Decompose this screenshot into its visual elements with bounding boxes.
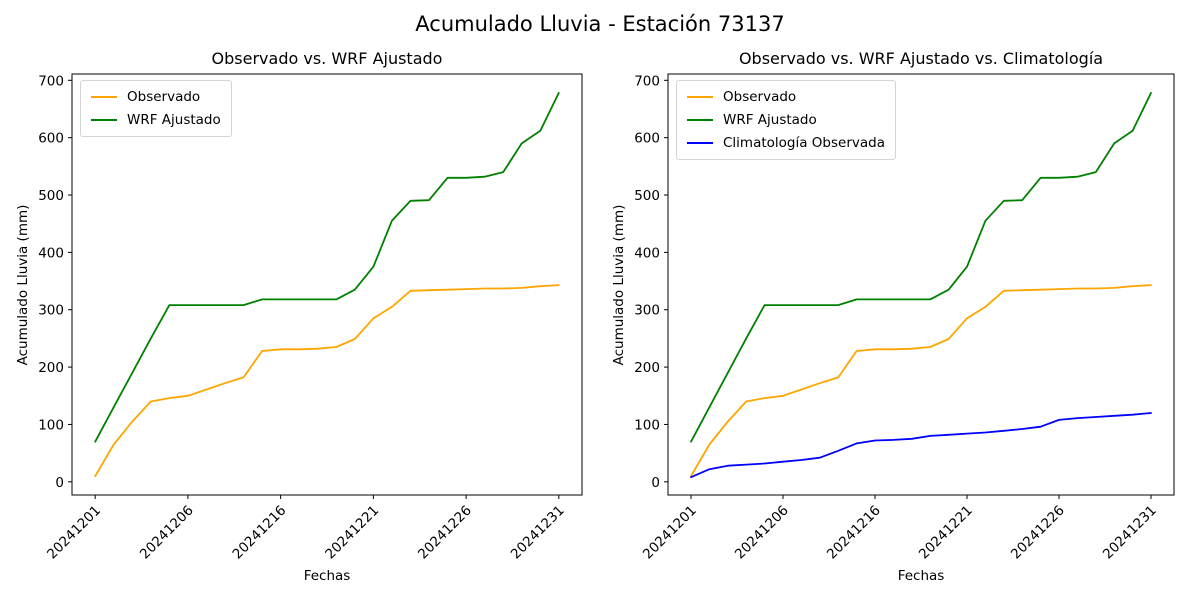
- y-tick-label: 0: [651, 475, 660, 491]
- legend-label-wrf-ajustado: WRF Ajustado: [127, 112, 221, 128]
- y-tick-label: 100: [38, 417, 64, 433]
- left-legend: Observado WRF Ajustado: [80, 80, 232, 137]
- axes-frame: [667, 73, 1175, 496]
- y-tick-label: 500: [634, 188, 660, 204]
- legend-label-climatologia: Climatología Observada: [723, 135, 885, 151]
- x-tick-label: 20241226: [1008, 503, 1068, 563]
- x-tick-label: 20241231: [508, 503, 568, 563]
- right-legend: Observado WRF Ajustado Climatología Obse…: [676, 80, 896, 160]
- y-tick-label: 400: [634, 245, 660, 261]
- right-subplot-title: Observado vs. WRF Ajustado vs. Climatolo…: [738, 49, 1104, 68]
- right-x-axis-label: Fechas: [897, 568, 945, 584]
- x-tick-label: 20241231: [1100, 503, 1160, 563]
- x-tick-label: 20241206: [137, 503, 197, 563]
- x-tick-label: 20241201: [44, 503, 104, 563]
- x-tick-label: 20241216: [230, 503, 290, 563]
- y-tick-label: 0: [55, 475, 64, 491]
- y-tick-label: 200: [634, 360, 660, 376]
- x-tick-label: 20241206: [732, 503, 792, 563]
- x-tick-label: 20241216: [824, 503, 884, 563]
- series-line-observado: [690, 284, 1152, 478]
- y-tick-label: 700: [38, 73, 64, 89]
- legend-item-observado: Observado: [687, 89, 885, 105]
- legend-item-observado: Observado: [91, 89, 221, 105]
- right-plot-area: 0 100 200 300 400 500 600 700 20241201 20241206 20…: [634, 73, 1175, 563]
- left-subplot-title: Observado vs. WRF Ajustado: [211, 49, 443, 68]
- y-tick-label: 600: [634, 131, 660, 147]
- legend-label-observado: Observado: [723, 89, 797, 105]
- series-line-observado: [94, 284, 560, 478]
- y-tick-label: 300: [38, 303, 64, 319]
- legend-label-observado: Observado: [127, 89, 201, 105]
- x-tick-label: 20241201: [640, 503, 700, 563]
- y-tick-label: 100: [634, 417, 660, 433]
- y-tick-label: 600: [38, 131, 64, 147]
- legend-item-wrf-ajustado: WRF Ajustado: [687, 112, 885, 128]
- wrf-ajustado-line-swatch: [687, 119, 713, 121]
- y-tick-label: 500: [38, 188, 64, 204]
- series-line-climatología-observada: [690, 412, 1152, 479]
- left-plot-area: 0 100 200 300 400 500 600 700 20241201 20241206 20…: [38, 73, 583, 563]
- observado-line-swatch: [91, 96, 117, 98]
- observado-line-swatch: [687, 96, 713, 98]
- wrf-ajustado-line-swatch: [91, 119, 117, 121]
- series-line-wrf-ajustado: [690, 92, 1152, 443]
- series-line-wrf-ajustado: [94, 92, 560, 443]
- y-tick-label: 700: [634, 73, 660, 89]
- x-tick-label: 20241221: [322, 503, 382, 563]
- legend-item-wrf-ajustado: WRF Ajustado: [91, 112, 221, 128]
- x-tick-label: 20241221: [916, 503, 976, 563]
- y-tick-label: 300: [634, 303, 660, 319]
- left-y-axis-label: Acumulado Lluvia (mm): [15, 204, 31, 366]
- left-x-axis-label: Fechas: [303, 568, 351, 584]
- x-tick-label: 20241226: [415, 503, 475, 563]
- y-tick-label: 200: [38, 360, 64, 376]
- legend-item-climatologia: Climatología Observada: [687, 135, 885, 151]
- y-tick-label: 400: [38, 245, 64, 261]
- legend-label-wrf-ajustado: WRF Ajustado: [723, 112, 817, 128]
- figure-title: Acumulado Lluvia - Estación 73137: [415, 12, 785, 36]
- climatologia-line-swatch: [687, 142, 713, 144]
- axes-frame: [71, 73, 583, 496]
